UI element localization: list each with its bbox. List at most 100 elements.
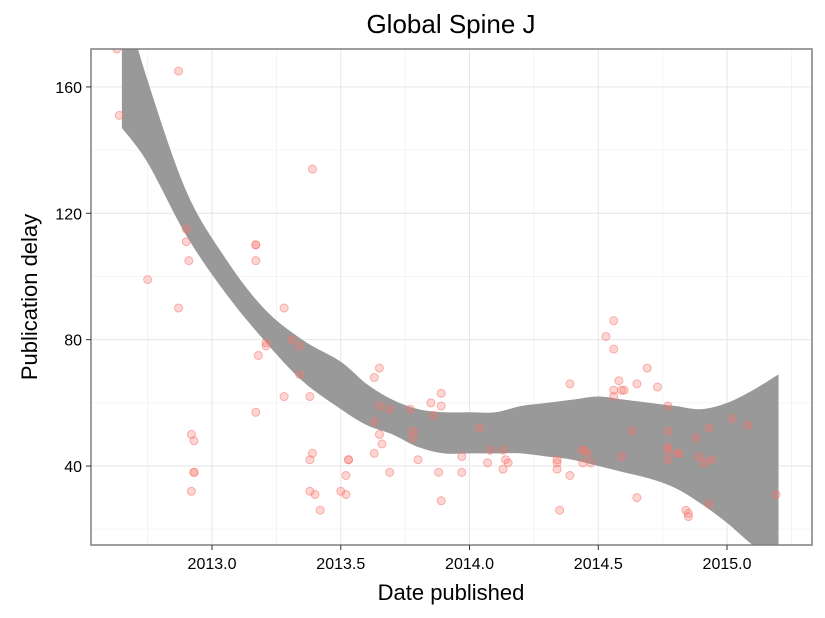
y-tick-label: 80 [64, 333, 82, 350]
data-point [261, 338, 271, 348]
data-point [112, 49, 122, 54]
data-point [609, 344, 619, 354]
data-point [475, 423, 485, 433]
data-point [727, 414, 737, 424]
data-point [436, 388, 446, 398]
data-point [295, 369, 305, 379]
data-point [694, 452, 704, 462]
data-point [663, 455, 673, 465]
data-point [174, 66, 184, 76]
data-point [498, 464, 508, 474]
confidence-band [121, 49, 779, 545]
data-point [181, 237, 191, 247]
data-point [663, 401, 673, 411]
data-point [341, 489, 351, 499]
plot-border [90, 48, 813, 546]
data-point [552, 455, 562, 465]
x-tick-label: 2013.0 [188, 556, 237, 573]
data-point [616, 452, 626, 462]
x-tick-label: 2014.5 [574, 556, 623, 573]
data-point [374, 363, 384, 373]
data-points-group [112, 49, 781, 522]
x-tick-label: 2015.0 [703, 556, 752, 573]
data-point [385, 404, 395, 414]
data-point [642, 363, 652, 373]
x-axis-ticks: 2013.0 2013.5 2014.0 2014.5 2015.0 [188, 545, 752, 573]
data-point [426, 398, 436, 408]
data-point [632, 493, 642, 503]
data-point [555, 505, 565, 515]
data-point [377, 439, 387, 449]
y-tick-label: 40 [64, 459, 82, 476]
data-point [305, 486, 315, 496]
data-point [704, 499, 714, 509]
data-point [691, 433, 701, 443]
data-point [653, 382, 662, 392]
data-point [632, 379, 642, 389]
data-point [186, 486, 196, 496]
y-axis-ticks: 40 80 120 160 [55, 80, 91, 476]
data-point [408, 433, 418, 443]
data-point [385, 467, 395, 477]
data-point [279, 392, 289, 402]
data-point [434, 467, 444, 477]
data-point [601, 331, 611, 341]
data-point [673, 448, 683, 458]
y-tick-label: 120 [55, 206, 82, 223]
data-point [413, 455, 423, 465]
x-tick-label: 2013.5 [316, 556, 365, 573]
data-point [503, 458, 513, 468]
x-axis-title: Date published [378, 580, 525, 605]
y-tick-label: 160 [55, 80, 82, 97]
data-point [565, 471, 575, 480]
data-point [609, 392, 619, 402]
data-point [310, 489, 320, 499]
data-point [305, 392, 315, 402]
data-point [181, 224, 191, 234]
data-point [307, 164, 317, 174]
data-point [609, 316, 619, 326]
data-point [189, 467, 199, 477]
data-point [436, 401, 446, 411]
data-point [369, 448, 379, 458]
data-point [743, 420, 753, 430]
data-point [578, 445, 588, 455]
data-point [253, 350, 263, 360]
data-point [699, 458, 709, 468]
data-point [184, 256, 194, 266]
data-point [578, 458, 588, 468]
data-point [405, 404, 415, 414]
data-point [552, 458, 562, 468]
data-point [336, 486, 346, 496]
data-point [498, 445, 508, 455]
data-point [315, 505, 325, 515]
data-point [663, 445, 673, 455]
data-point [565, 379, 575, 389]
data-point [369, 417, 379, 427]
data-point [616, 385, 626, 395]
x-tick-label: 2014.0 [445, 556, 494, 573]
data-point [408, 426, 418, 436]
data-point [627, 426, 637, 436]
data-point [457, 467, 467, 477]
data-point [189, 436, 199, 446]
data-point [707, 455, 717, 465]
data-point [683, 512, 693, 522]
data-point [374, 401, 384, 411]
data-point [374, 429, 384, 439]
data-point [114, 110, 124, 120]
data-point [251, 256, 261, 266]
data-point [143, 275, 153, 285]
data-point [583, 448, 593, 458]
data-point [295, 341, 305, 351]
data-point [614, 376, 624, 386]
data-point [279, 303, 289, 313]
data-point [436, 496, 446, 506]
data-point [663, 426, 673, 436]
data-point [485, 445, 495, 455]
data-point [341, 471, 351, 480]
data-point [457, 452, 467, 462]
data-point [261, 341, 271, 351]
data-point [663, 442, 673, 452]
